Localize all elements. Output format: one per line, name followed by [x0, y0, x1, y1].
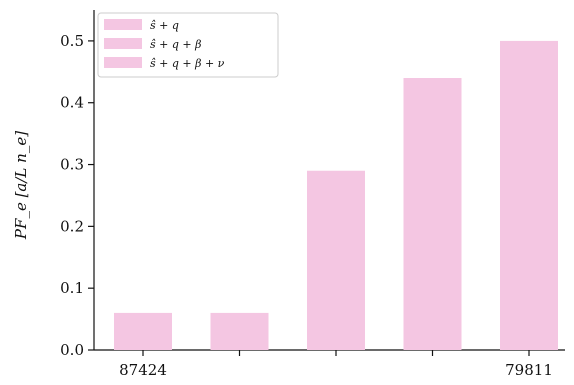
y-tick-label-3: 0.3: [60, 156, 84, 174]
bar-0: [114, 312, 172, 350]
legend-box: [97, 12, 279, 78]
y-tick-label-2: 0.2: [60, 217, 84, 235]
bar-3: [403, 78, 462, 350]
legend-label-2: ŝ + q + β + ν: [150, 57, 225, 70]
bars: [114, 40, 558, 351]
legend-label-1: ŝ + q + β: [150, 38, 201, 51]
legend-swatch-2: [104, 57, 142, 68]
y-tick-label-1: 0.1: [60, 279, 84, 297]
y-tick-label-5: 0.5: [60, 32, 84, 50]
bar-1: [210, 312, 269, 350]
legend-swatch-1: [104, 38, 142, 49]
bar-2: [307, 170, 365, 350]
y-tick-label-0: 0.0: [60, 341, 84, 359]
x-tick-label-4: 79811: [505, 361, 553, 379]
legend: ŝ + q ŝ + q + β ŝ + q + β + ν: [97, 12, 279, 78]
legend-swatch-0: [104, 19, 142, 30]
x-tick-label-0: 87424: [119, 361, 167, 379]
y-axis-label: PF_e [a/L n_e]: [12, 131, 30, 240]
y-tick-label-4: 0.4: [60, 94, 84, 112]
axes: 0.0 0.1 0.2 0.3 0.4 0.5 87424 79811: [60, 10, 565, 379]
bar-4: [500, 40, 558, 351]
legend-label-0: ŝ + q: [150, 19, 179, 32]
